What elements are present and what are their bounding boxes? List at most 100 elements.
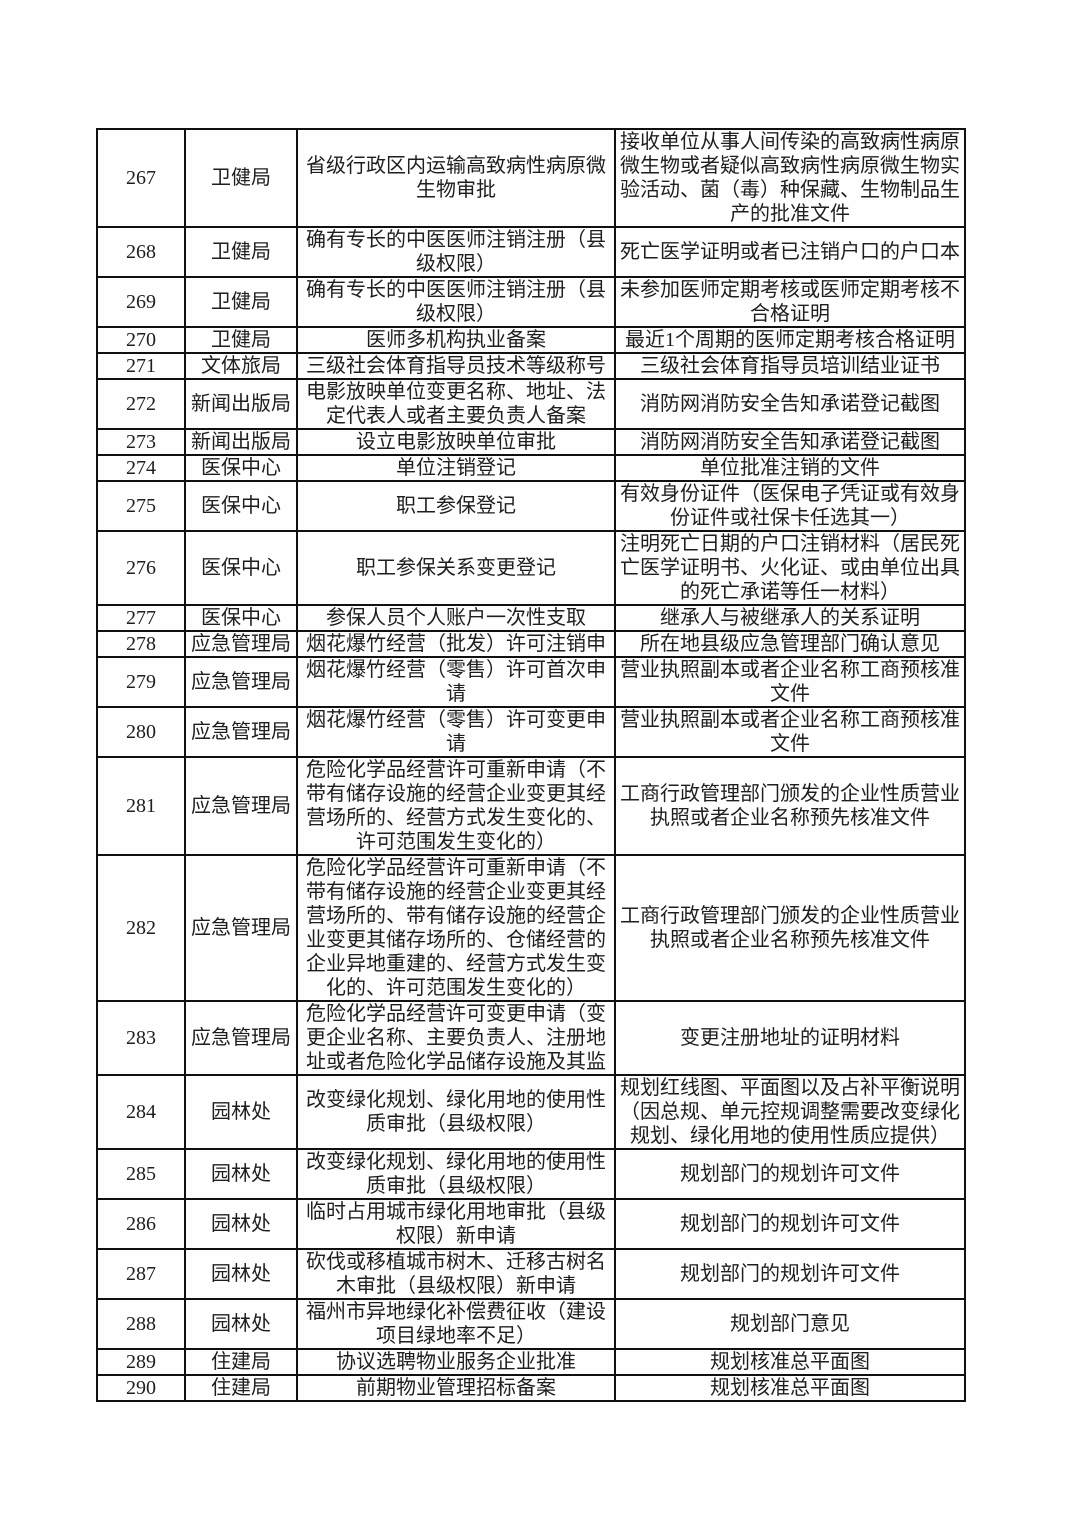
material-cell: 规划部门的规划许可文件 — [614, 1198, 966, 1250]
item-name-cell: 烟花爆竹经营（零售）许可变更申请 — [296, 706, 616, 758]
table-row: 268 卫健局 确有专长的中医医师注销注册（县级权限） 死亡医学证明或者已注销户口的户… — [96, 226, 966, 278]
department-cell: 园林处 — [184, 1074, 298, 1150]
table-row: 287 园林处 砍伐或移植城市树木、迁移古树名木审批（县级权限）新申请 规划部门的规划… — [96, 1248, 966, 1300]
item-name-cell: 危险化学品经营许可变更申请（变更企业名称、主要负责人、注册地址或者危险化学品储存… — [296, 1000, 616, 1076]
row-number-cell: 267 — [96, 128, 186, 228]
table-row: 273 新闻出版局 设立电影放映单位审批 消防网消防安全告知承诺登记截图 — [96, 428, 966, 456]
item-name-cell: 福州市异地绿化补偿费征收（建设项目绿地率不足） — [296, 1298, 616, 1350]
item-name-cell: 协议选聘物业服务企业批准 — [296, 1348, 616, 1376]
department-cell: 卫健局 — [184, 276, 298, 328]
table-row: 286 园林处 临时占用城市绿化用地审批（县级权限）新申请 规划部门的规划许可文件 — [96, 1198, 966, 1250]
table-row: 284 园林处 改变绿化规划、绿化用地的使用性质审批（县级权限） 规划红线图、平面图以… — [96, 1074, 966, 1150]
item-name-cell: 单位注销登记 — [296, 454, 616, 482]
department-cell: 文体旅局 — [184, 352, 298, 380]
department-cell: 园林处 — [184, 1298, 298, 1350]
material-cell: 未参加医师定期考核或医师定期考核不合格证明 — [614, 276, 966, 328]
department-cell: 卫健局 — [184, 128, 298, 228]
table-row: 285 园林处 改变绿化规划、绿化用地的使用性质审批（县级权限） 规划部门的规划许可文… — [96, 1148, 966, 1200]
row-number-cell: 288 — [96, 1298, 186, 1350]
department-cell: 卫健局 — [184, 226, 298, 278]
row-number-cell: 281 — [96, 756, 186, 856]
item-name-cell: 确有专长的中医医师注销注册（县级权限） — [296, 276, 616, 328]
item-name-cell: 危险化学品经营许可重新申请（不带有储存设施的经营企业变更其经营场所的、带有储存设… — [296, 854, 616, 1002]
material-cell: 继承人与被继承人的关系证明 — [614, 604, 966, 632]
table-row: 278 应急管理局 烟花爆竹经营（批发）许可注销申 所在地县级应急管理部门确认意见 — [96, 630, 966, 658]
material-cell: 工商行政管理部门颁发的企业性质营业执照或者企业名称预先核准文件 — [614, 854, 966, 1002]
department-cell: 新闻出版局 — [184, 378, 298, 430]
department-cell: 医保中心 — [184, 480, 298, 532]
item-name-cell: 改变绿化规划、绿化用地的使用性质审批（县级权限） — [296, 1148, 616, 1200]
item-name-cell: 三级社会体育指导员技术等级称号 — [296, 352, 616, 380]
department-cell: 园林处 — [184, 1198, 298, 1250]
material-cell: 三级社会体育指导员培训结业证书 — [614, 352, 966, 380]
department-cell: 应急管理局 — [184, 630, 298, 658]
item-name-cell: 确有专长的中医医师注销注册（县级权限） — [296, 226, 616, 278]
row-number-cell: 270 — [96, 326, 186, 354]
row-number-cell: 272 — [96, 378, 186, 430]
material-cell: 消防网消防安全告知承诺登记截图 — [614, 378, 966, 430]
department-cell: 医保中心 — [184, 530, 298, 606]
material-cell: 所在地县级应急管理部门确认意见 — [614, 630, 966, 658]
department-cell: 住建局 — [184, 1348, 298, 1376]
row-number-cell: 280 — [96, 706, 186, 758]
material-cell: 规划部门意见 — [614, 1298, 966, 1350]
row-number-cell: 276 — [96, 530, 186, 606]
row-number-cell: 279 — [96, 656, 186, 708]
department-cell: 新闻出版局 — [184, 428, 298, 456]
material-cell: 有效身份证件（医保电子凭证或有效身份证件或社保卡任选其一） — [614, 480, 966, 532]
row-number-cell: 278 — [96, 630, 186, 658]
department-cell: 应急管理局 — [184, 656, 298, 708]
item-name-cell: 临时占用城市绿化用地审批（县级权限）新申请 — [296, 1198, 616, 1250]
item-name-cell: 前期物业管理招标备案 — [296, 1374, 616, 1402]
item-name-cell: 参保人员个人账户一次性支取 — [296, 604, 616, 632]
material-cell: 单位批准注销的文件 — [614, 454, 966, 482]
table-body: 267 卫健局 省级行政区内运输高致病性病原微生物审批 接收单位从事人间传染的高致病性… — [96, 128, 966, 1402]
table-row: 277 医保中心 参保人员个人账户一次性支取 继承人与被继承人的关系证明 — [96, 604, 966, 632]
table-row: 276 医保中心 职工参保关系变更登记 注明死亡日期的户口注销材料（居民死亡医学证明书… — [96, 530, 966, 606]
material-cell: 规划红线图、平面图以及占补平衡说明（因总规、单元控规调整需要改变绿化规划、绿化用… — [614, 1074, 966, 1150]
row-number-cell: 283 — [96, 1000, 186, 1076]
department-cell: 医保中心 — [184, 454, 298, 482]
table-row: 279 应急管理局 烟花爆竹经营（零售）许可首次申请 营业执照副本或者企业名称工商预核… — [96, 656, 966, 708]
row-number-cell: 282 — [96, 854, 186, 1002]
table-row: 270 卫健局 医师多机构执业备案 最近1个周期的医师定期考核合格证明 — [96, 326, 966, 354]
table-row: 289 住建局 协议选聘物业服务企业批准 规划核准总平面图 — [96, 1348, 966, 1376]
row-number-cell: 285 — [96, 1148, 186, 1200]
item-name-cell: 职工参保登记 — [296, 480, 616, 532]
department-cell: 应急管理局 — [184, 854, 298, 1002]
row-number-cell: 268 — [96, 226, 186, 278]
item-name-cell: 医师多机构执业备案 — [296, 326, 616, 354]
table-row: 274 医保中心 单位注销登记 单位批准注销的文件 — [96, 454, 966, 482]
table-row: 283 应急管理局 危险化学品经营许可变更申请（变更企业名称、主要负责人、注册地址或… — [96, 1000, 966, 1076]
row-number-cell: 286 — [96, 1198, 186, 1250]
row-number-cell: 271 — [96, 352, 186, 380]
department-cell: 园林处 — [184, 1148, 298, 1200]
material-cell: 规划部门的规划许可文件 — [614, 1248, 966, 1300]
item-name-cell: 设立电影放映单位审批 — [296, 428, 616, 456]
material-cell: 规划部门的规划许可文件 — [614, 1148, 966, 1200]
material-cell: 营业执照副本或者企业名称工商预核准文件 — [614, 656, 966, 708]
row-number-cell: 273 — [96, 428, 186, 456]
department-cell: 应急管理局 — [184, 706, 298, 758]
material-cell: 变更注册地址的证明材料 — [614, 1000, 966, 1076]
item-name-cell: 电影放映单位变更名称、地址、法定代表人或者主要负责人备案 — [296, 378, 616, 430]
department-cell: 住建局 — [184, 1374, 298, 1402]
row-number-cell: 289 — [96, 1348, 186, 1376]
department-cell: 园林处 — [184, 1248, 298, 1300]
item-name-cell: 省级行政区内运输高致病性病原微生物审批 — [296, 128, 616, 228]
table-row: 269 卫健局 确有专长的中医医师注销注册（县级权限） 未参加医师定期考核或医师定期考… — [96, 276, 966, 328]
table-row: 282 应急管理局 危险化学品经营许可重新申请（不带有储存设施的经营企业变更其经营场… — [96, 854, 966, 1002]
row-number-cell: 290 — [96, 1374, 186, 1402]
department-cell: 医保中心 — [184, 604, 298, 632]
table-row: 290 住建局 前期物业管理招标备案 规划核准总平面图 — [96, 1374, 966, 1402]
material-cell: 营业执照副本或者企业名称工商预核准文件 — [614, 706, 966, 758]
table-row: 275 医保中心 职工参保登记 有效身份证件（医保电子凭证或有效身份证件或社保卡任选其… — [96, 480, 966, 532]
material-cell: 死亡医学证明或者已注销户口的户口本 — [614, 226, 966, 278]
item-name-cell: 职工参保关系变更登记 — [296, 530, 616, 606]
item-name-cell: 砍伐或移植城市树木、迁移古树名木审批（县级权限）新申请 — [296, 1248, 616, 1300]
table-row: 288 园林处 福州市异地绿化补偿费征收（建设项目绿地率不足） 规划部门意见 — [96, 1298, 966, 1350]
item-name-cell: 改变绿化规划、绿化用地的使用性质审批（县级权限） — [296, 1074, 616, 1150]
material-cell: 规划核准总平面图 — [614, 1348, 966, 1376]
table-row: 281 应急管理局 危险化学品经营许可重新申请（不带有储存设施的经营企业变更其经营场… — [96, 756, 966, 856]
